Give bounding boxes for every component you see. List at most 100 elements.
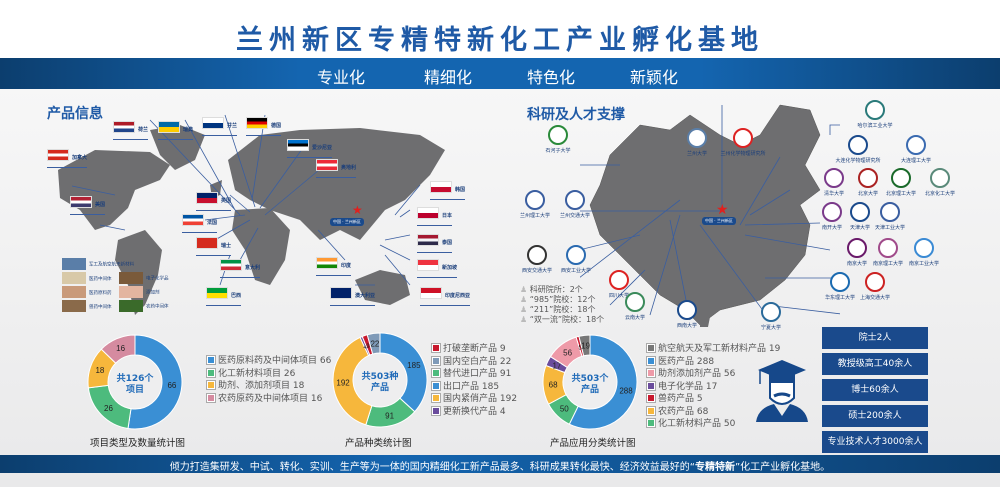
legend-swatch [431,405,441,416]
stat-item: ♟ 科研院所：2个 [520,285,583,294]
chart-legend: 医药原料药及中间体项目 66 化工新材料项目 26 助剂、添加剂项目 18 农药原药及… [206,355,331,406]
country-marker: 瑞士 [196,232,232,256]
world-map [58,114,445,315]
donut-center-text: 共503个 [572,372,610,384]
legend-swatch [646,380,656,391]
data-label: 185 [407,361,421,370]
university-logo-icon [824,168,844,188]
institution-name: 西南大学 [676,323,697,329]
research-title: 科研及人才支撑 [527,107,625,123]
university-logo-icon [914,238,934,258]
institution-item: 华东理工大学 [817,272,863,301]
country-marker: 荷兰 [113,116,149,140]
legend-item: 农药原药及中间体项目 16 [206,392,331,406]
institution-item: 兰州大学 [674,128,720,157]
country-name: 瑞士 [221,243,232,249]
country-marker: 法国 [182,209,218,233]
institution-item: 南京工业大学 [901,238,947,267]
legend-swatch [646,368,656,378]
category-image [119,272,143,284]
institution-name: 石河子大学 [545,148,571,154]
talent-box: 院士2人 [822,327,928,349]
institution-name: 北京化工大学 [924,191,955,197]
stat-item: ♟ “双一流”院校：18个 [520,315,605,324]
data-label: 18 [95,366,104,375]
export-info [158,135,194,140]
legend-swatch [431,368,441,378]
export-info [206,301,242,306]
legend-swatch [646,355,656,366]
stat-item: ♟ “985”院校：12个 [520,295,596,304]
institution-item: 兰州化学物理研究所 [720,128,766,157]
slogan: 精细化 [424,68,473,87]
category-image [62,286,86,298]
legend-item: 助剂、添加剂项目 18 [206,380,331,393]
location-label: 中国 · 兰州新区 [330,218,364,226]
graduate-icon [756,360,808,422]
institution-item: 北京化工大学 [917,168,963,197]
chart-legend: 打破垄断产品 9 国内空白产品 22 替代进口产品 91 出口产品 185 国内紧俏产品… [431,343,517,418]
country-name: 意大利 [245,265,261,271]
data-label: 4 [364,345,368,351]
chart-title: 产品应用分类统计图 [550,438,636,449]
export-info [417,221,453,226]
institution-item: 大连理工大学 [893,135,939,164]
university-logo-icon [625,292,645,312]
data-label: 19 [581,341,590,350]
legend-item: 化工新材料产品 50 [646,418,780,431]
institution-name: 宁夏大学 [760,325,781,331]
country-marker: 美国 [70,191,106,215]
flag-icon [158,120,180,133]
institution-name: 西安工业大学 [560,268,591,274]
data-label: 50 [560,405,569,414]
institution-item: 云南大学 [612,292,658,321]
country-marker: 瑞典 [158,116,194,140]
institution-item: 四川大学 [596,270,642,299]
country-name: 印度尼西亚 [445,293,471,299]
legend-swatch [206,392,216,403]
institution-name: 天津工业大学 [874,225,905,231]
institution-item: 清华大学 [811,168,857,197]
country-name: 法国 [207,220,218,226]
institution-name: 大连理工大学 [900,158,931,164]
legend-swatch [431,355,441,366]
slogan: 专业化 [317,68,366,87]
institution-name: 北京理工大学 [885,191,916,197]
legend-swatch [431,393,441,403]
university-logo-icon [878,238,898,258]
institution-item: 南京理工大学 [865,238,911,267]
flag-icon [196,236,218,249]
talent-box: 教授级高工40余人 [822,353,928,375]
institution-name: 西安交通大学 [521,268,552,274]
country-name: 芬兰 [227,123,238,129]
flag-icon [316,256,338,269]
country-name: 德国 [271,123,282,129]
legend-swatch [646,343,656,353]
flag-icon [47,148,69,161]
data-label: 56 [563,349,572,358]
country-marker: 芬兰 [202,112,238,136]
flag-icon [196,191,218,204]
data-label: 66 [167,381,176,390]
institution-name: 兰州交通大学 [559,213,590,219]
institution-item: 西安工业大学 [553,245,599,274]
flag-icon [420,286,442,299]
page-title: 兰州新区专精特新化工产业孵化基地 [236,25,764,56]
university-logo-icon [548,125,568,145]
legend-swatch [646,405,656,416]
university-logo-icon [566,245,586,265]
donut-slice [127,334,183,430]
institution-name: 南京大学 [846,261,867,267]
category-image [62,300,86,312]
footer-text: 倾力打造集研发、中试、转化、实训、生产等为一体的国内精细化工新产品最多、科研成果… [169,462,831,473]
header [0,0,1000,58]
legend-swatch [206,367,216,378]
institution-item: 哈尔滨工业大学 [852,100,898,129]
institution-name: 北京大学 [857,191,878,197]
china-map [580,104,840,327]
category-image [119,300,143,312]
export-info [430,195,466,200]
location-label: 中国 · 兰州新区 [702,217,736,225]
university-logo-icon [858,168,878,188]
star-icon: ★ [352,203,363,217]
